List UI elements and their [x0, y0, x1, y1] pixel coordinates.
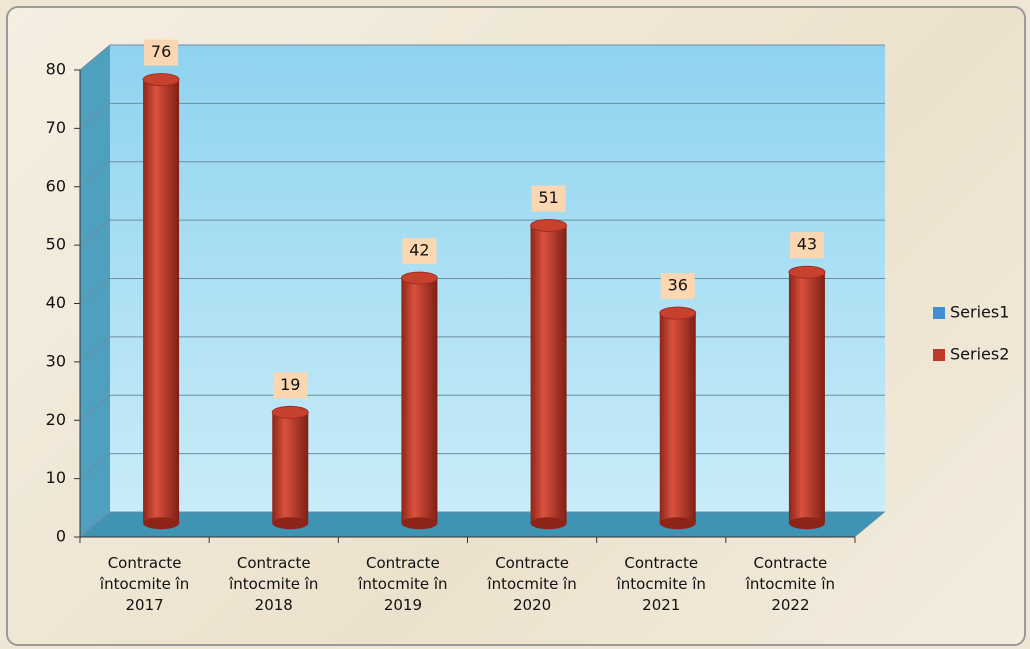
floor [80, 512, 885, 537]
x-tick-label: Contracte întocmite în 2017 [99, 554, 190, 614]
bar [530, 219, 568, 530]
bar-body [272, 412, 309, 524]
data-label: 43 [797, 235, 817, 254]
bar-base [788, 517, 825, 530]
grid-line [79, 278, 885, 304]
data-label-box [144, 39, 179, 66]
legend-label: Series2 [950, 345, 1009, 364]
y-tick-label: 20 [46, 410, 66, 429]
grid-line [79, 394, 885, 421]
data-label-box [660, 273, 695, 300]
data-label-box [273, 372, 308, 399]
y-tick-label: 50 [46, 235, 66, 254]
bar [788, 265, 826, 530]
x-tick-label: Contracte întocmite în 2020 [487, 554, 577, 614]
bar-top [271, 405, 309, 419]
y-tick-label: 30 [46, 351, 66, 370]
y-tick-label: 40 [46, 293, 66, 312]
bar-top [530, 219, 568, 233]
bar-top [400, 271, 438, 285]
x-tick-label: Contracte întocmite în 2018 [229, 554, 319, 614]
legend-swatch [933, 307, 945, 319]
bar-base [143, 517, 180, 530]
grid-line [79, 336, 885, 363]
bar-body [530, 225, 567, 524]
y-tick-label: 60 [46, 176, 66, 195]
bar-base [272, 517, 309, 530]
grid-line [79, 219, 885, 246]
x-tick-label: Contracte întocmite în 2022 [745, 554, 836, 614]
bar-body [401, 278, 438, 524]
bar [400, 271, 438, 530]
bar-base [401, 517, 438, 530]
bar [659, 306, 697, 530]
bar-body [659, 313, 696, 524]
y-tick-label: 10 [46, 468, 66, 487]
bar-top [142, 73, 180, 87]
x-tick-label: Contracte întocmite în 2019 [358, 554, 448, 614]
data-label-box [789, 232, 824, 259]
bar-body [788, 272, 825, 524]
grid-line [79, 44, 885, 71]
data-label: 51 [538, 188, 558, 207]
bar-base [659, 517, 696, 530]
bar-body [143, 79, 180, 524]
data-label: 36 [668, 276, 688, 295]
data-label-box [402, 238, 437, 265]
x-tick-label: Contracte întocmite în 2021 [616, 554, 706, 614]
bar-top [788, 265, 826, 279]
grid-line [79, 161, 885, 188]
y-tick-label: 80 [46, 60, 66, 79]
grid-line [79, 511, 885, 538]
data-label: 19 [280, 375, 300, 394]
legend-swatch [933, 349, 945, 361]
bar-top [659, 306, 697, 320]
y-tick-label: 70 [46, 118, 66, 137]
grid-line [79, 102, 885, 129]
data-label: 76 [151, 42, 171, 61]
data-label: 42 [409, 241, 429, 260]
bar [142, 73, 180, 530]
data-label-box [531, 185, 566, 212]
y-tick-label: 0 [56, 527, 66, 546]
bar-base [530, 517, 567, 530]
grid-line [79, 453, 885, 480]
legend-label: Series1 [950, 303, 1009, 322]
bar [271, 405, 309, 530]
